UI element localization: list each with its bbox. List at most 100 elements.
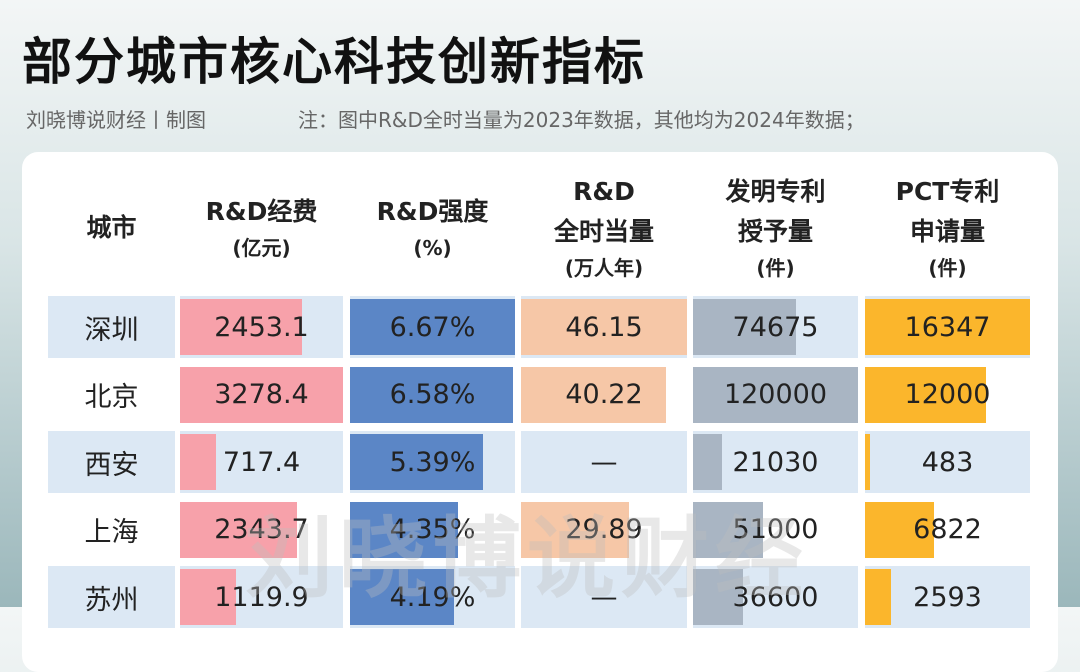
column-header: 发明专利授予量 (件) <box>693 168 858 288</box>
header-line: 申请量 <box>909 217 985 246</box>
city-label: 苏州 <box>84 584 139 616</box>
cell-text: 36600 <box>732 581 819 613</box>
header-line: PCT专利 <box>895 177 1000 206</box>
data-bar <box>521 366 666 423</box>
header-line: (亿元) <box>232 236 291 260</box>
cell-text: 483 <box>921 446 974 478</box>
cell-text: — <box>590 581 618 613</box>
cell-text: 6822 <box>913 514 982 545</box>
data-bar <box>180 366 343 423</box>
table-cell: 21030 <box>693 431 858 493</box>
column-header: R&D强度 (%) <box>350 168 515 288</box>
page: {"header":{"title":"部分城市核心科技创新指标","sourc… <box>0 0 1080 628</box>
data-bar <box>521 501 629 558</box>
table-cell: 40.22 <box>521 363 687 426</box>
city-label: 北京 <box>84 382 139 413</box>
header-line: 城市 <box>86 213 137 242</box>
table-cell: 6822 <box>865 498 1030 561</box>
table-cell: 46.15 <box>521 296 687 358</box>
city-cell: 北京 <box>48 363 175 426</box>
data-bar <box>180 434 216 490</box>
data-bar <box>865 299 1030 355</box>
city-cell: 苏州 <box>48 566 175 628</box>
column-header: R&D经费 (亿元) <box>180 168 343 288</box>
city-label: 西安 <box>84 449 139 481</box>
cell-text: 40.22 <box>565 379 643 410</box>
cell-text: 16347 <box>904 311 991 343</box>
cell-text: 5.39% <box>389 446 476 478</box>
column-header: R&D 全时当量 (万人年) <box>521 168 687 288</box>
table-cell: 1119.9 <box>180 566 343 628</box>
cell-text: 2593 <box>913 581 982 613</box>
table-cell: 4.19% <box>350 566 515 628</box>
cell-text: 51000 <box>732 514 819 545</box>
table-cell: 120000 <box>693 363 858 426</box>
table-cell: — <box>521 566 687 628</box>
header-line: R&D强度 <box>376 197 489 226</box>
table-cell: 3278.4 <box>180 363 343 426</box>
data-bar <box>180 501 297 558</box>
city-cell: 深圳 <box>48 296 175 358</box>
data-bar <box>693 299 796 355</box>
data-bar <box>693 366 858 423</box>
table-cell: 2453.1 <box>180 296 343 358</box>
table-cell: 717.4 <box>180 431 343 493</box>
header-line: R&D <box>573 177 635 206</box>
city-label: 深圳 <box>84 314 139 346</box>
data-bar <box>865 366 987 423</box>
table-cell: 16347 <box>865 296 1030 358</box>
cell-text: 29.89 <box>565 514 643 545</box>
title: 部分城市核心科技创新指标 <box>22 33 646 91</box>
city-cell: 上海 <box>48 498 175 561</box>
header-line: 发明专利 <box>725 177 826 206</box>
data-bar <box>865 501 934 558</box>
header-line: (件) <box>756 256 795 280</box>
header-line: (件) <box>928 256 967 280</box>
data-bar <box>350 299 515 355</box>
table-cell: 5.39% <box>350 431 515 493</box>
data-bar <box>693 501 764 558</box>
table-cell: 36600 <box>693 566 858 628</box>
table-cell: 6.58% <box>350 363 515 426</box>
cell-text: 46.15 <box>565 311 643 343</box>
data-bar <box>180 299 302 355</box>
cell-text: 717.4 <box>222 446 301 478</box>
city-label: 上海 <box>84 517 139 548</box>
city-cell: 西安 <box>48 431 175 493</box>
table-cell: — <box>521 431 687 493</box>
cell-text: 2343.7 <box>214 514 309 545</box>
data-bar <box>865 434 870 490</box>
data-bar <box>693 434 722 490</box>
header-line: 授予量 <box>737 217 813 246</box>
data-bar <box>521 299 687 355</box>
cell-text: 4.35% <box>389 514 476 545</box>
cell-text: 74675 <box>732 311 819 343</box>
header-line: (%) <box>413 236 452 260</box>
note: 注：图中R&D全时当量为2023年数据，其他均为2024年数据； <box>298 108 865 132</box>
data-bar <box>350 434 484 490</box>
cell-text: 1119.9 <box>214 581 309 613</box>
cell-text: 6.58% <box>389 379 476 410</box>
data-bar <box>350 366 513 423</box>
header-line: R&D经费 <box>205 197 318 226</box>
source: 刘晓博说财经丨制图 <box>26 108 206 132</box>
cell-text: 2453.1 <box>214 311 309 343</box>
table-cell: 29.89 <box>521 498 687 561</box>
data-bar <box>865 569 892 625</box>
data-bar <box>350 501 458 558</box>
table-cell: 51000 <box>693 498 858 561</box>
cell-text: 6.67% <box>389 311 476 343</box>
table-cell: 4.35% <box>350 498 515 561</box>
cell-text: 21030 <box>732 446 819 478</box>
column-header: PCT专利申请量 (件) <box>865 168 1030 288</box>
cell-text: 120000 <box>723 379 828 410</box>
header-line: 全时当量 <box>553 217 654 246</box>
cell-text: — <box>590 446 618 478</box>
cell-text: 12000 <box>904 379 991 410</box>
header-line: (万人年) <box>564 256 644 280</box>
cell-text: 4.19% <box>389 581 476 613</box>
table-cell: 483 <box>865 431 1030 493</box>
column-header: 城市 <box>48 168 175 288</box>
table-cell: 2343.7 <box>180 498 343 561</box>
table-cell: 12000 <box>865 363 1030 426</box>
